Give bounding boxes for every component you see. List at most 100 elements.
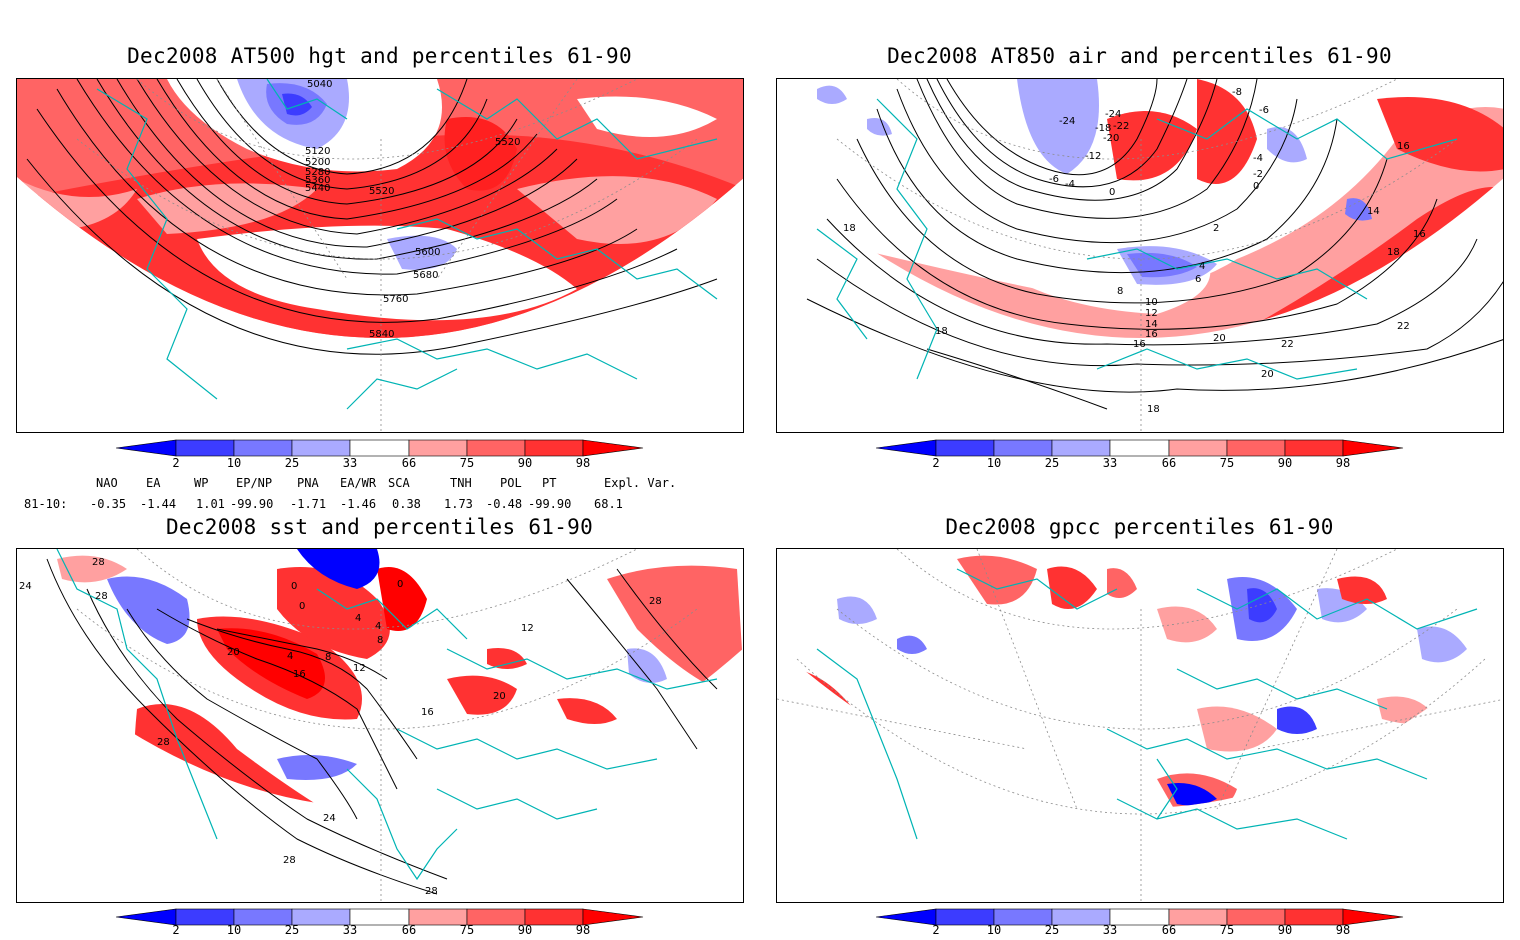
contour-label: 22 [1397,321,1410,332]
contour-label: 16 [293,669,306,680]
contour-label: 5120 [305,146,330,157]
contour-label: 28 [92,557,105,568]
colorbar-tick-label: 90 [517,456,533,470]
colorbar-ramp [115,908,644,926]
contour-label: 28 [157,737,170,748]
contour-label: -20 [1103,133,1119,144]
contour-label: 5520 [369,186,394,197]
colorbar-tick-label: 66 [401,923,417,937]
colorbar-tick-label: 90 [1277,456,1293,470]
colorbar-tick-label: 33 [342,456,358,470]
colorbar-4: 2 10 25 33 66 75 90 98 [875,908,1406,940]
panel-title-1: Dec2008 AT500 hgt and percentiles 61-90 [127,44,632,68]
colorbar-tick-label: 75 [459,456,475,470]
colorbar-tick-label: 66 [1161,456,1177,470]
contour-label: 12 [521,623,534,634]
contour-label: 18 [843,223,856,234]
colorbar-tick-label: 98 [575,456,591,470]
colorbar-tick-label: 25 [284,923,300,937]
colorbar-tick-label: 25 [1044,923,1060,937]
contour-label: 24 [19,581,32,592]
contour-label: 20 [1261,369,1274,380]
colorbar-tick-label: 2 [172,456,180,470]
contour-label: 0 [299,601,305,612]
panel-title-3: Dec2008 sst and percentiles 61-90 [165,515,594,539]
colorbar-tick-label: 33 [342,923,358,937]
colorbar-tick-label: 2 [932,923,940,937]
colorbar-tick-label: 98 [1335,456,1351,470]
contour-label: 16 [1133,339,1146,350]
colorbar-tick-label: 90 [1277,923,1293,937]
index-value: -1.44 [140,497,177,511]
contour-label: 0 [397,579,403,590]
contour-label: 6 [1195,274,1201,285]
map-canvas-4 [777,549,1503,902]
contour-label: 28 [425,886,438,897]
contour-label: 16 [1145,329,1158,340]
index-header: POL [500,476,522,490]
index-header: Expl. Var. [604,476,677,490]
contour-label: 16 [1397,141,1410,152]
contour-label: 20 [227,647,240,658]
contour-label: -4 [1065,179,1075,190]
contour-label: -4 [1253,153,1263,164]
index-row-label: 81-10: [24,497,68,511]
contour-label: 0 [1109,187,1115,198]
contour-label: 5840 [369,329,394,340]
contour-label: 16 [421,707,434,718]
contour-label: 5520 [495,137,520,148]
contour-label: 8 [325,652,331,663]
contour-label: 28 [649,596,662,607]
contour-label: 20 [1213,333,1226,344]
contour-label: 5600 [415,247,440,258]
index-value: 1.73 [444,497,473,511]
contour-label: 5440 [305,183,330,194]
contour-label: 22 [1281,339,1294,350]
contour-label: 24 [323,813,336,824]
contour-label: -6 [1049,174,1059,185]
index-value: -1.71 [290,497,327,511]
contour-label: 5680 [413,270,438,281]
index-header: EA [146,476,161,490]
colorbar-tick-label: 75 [1219,456,1235,470]
contour-label: 18 [1147,404,1160,415]
contour-label: 20 [493,691,506,702]
contour-label: 5280 [305,167,330,178]
index-value: -0.48 [486,497,523,511]
map-canvas-2: -24 -24 -18 -22 -20 -12 -8 -6 -4 -2 0 0 … [777,79,1503,432]
contour-label: 12 [353,663,366,674]
contour-label: 10 [1145,297,1158,308]
index-header: EA/WR [340,476,377,490]
map-canvas-3: 28 24 28 0 0 0 4 4 8 4 8 12 16 20 16 12 … [17,549,743,902]
colorbar-1: 2 10 25 33 66 75 90 98 [115,439,646,471]
index-value: 0.38 [392,497,421,511]
contour-label: 14 [1367,206,1380,217]
colorbar-tick-label: 25 [284,456,300,470]
colorbar-tick-label: 10 [226,923,242,937]
colorbar-tick-label: 10 [986,456,1002,470]
colorbar-tick-label: 25 [1044,456,1060,470]
colorbar-tick-label: 90 [517,923,533,937]
index-value: 1.01 [196,497,225,511]
colorbar-tick-label: 66 [401,456,417,470]
colorbar-tick-label: 33 [1102,923,1118,937]
colorbar-tick-label: 33 [1102,456,1118,470]
colorbar-tick-label: 10 [226,456,242,470]
colorbar-tick-label: 66 [1161,923,1177,937]
contour-label: 28 [95,591,108,602]
contour-label: -24 [1105,109,1121,120]
contour-label: 28 [283,855,296,866]
index-value: -99.90 [230,497,274,511]
contour-label: -22 [1113,121,1129,132]
contour-label: 14 [1145,319,1158,330]
colorbar-tick-label: 75 [1219,923,1235,937]
map-panel-1: 5040 5120 5200 5280 5360 5440 5520 5520 … [16,78,744,433]
contour-label: -8 [1232,87,1242,98]
contour-label: 4 [375,621,381,632]
index-header: NAO [96,476,118,490]
index-value: -0.35 [90,497,127,511]
contour-label: 5760 [383,294,408,305]
panel-title-4: Dec2008 gpcc percentiles 61-90 [945,515,1334,539]
index-header: TNH [450,476,472,490]
contour-label: 0 [291,581,297,592]
